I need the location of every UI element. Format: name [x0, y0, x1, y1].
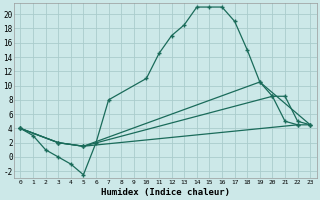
X-axis label: Humidex (Indice chaleur): Humidex (Indice chaleur) [101, 188, 230, 197]
